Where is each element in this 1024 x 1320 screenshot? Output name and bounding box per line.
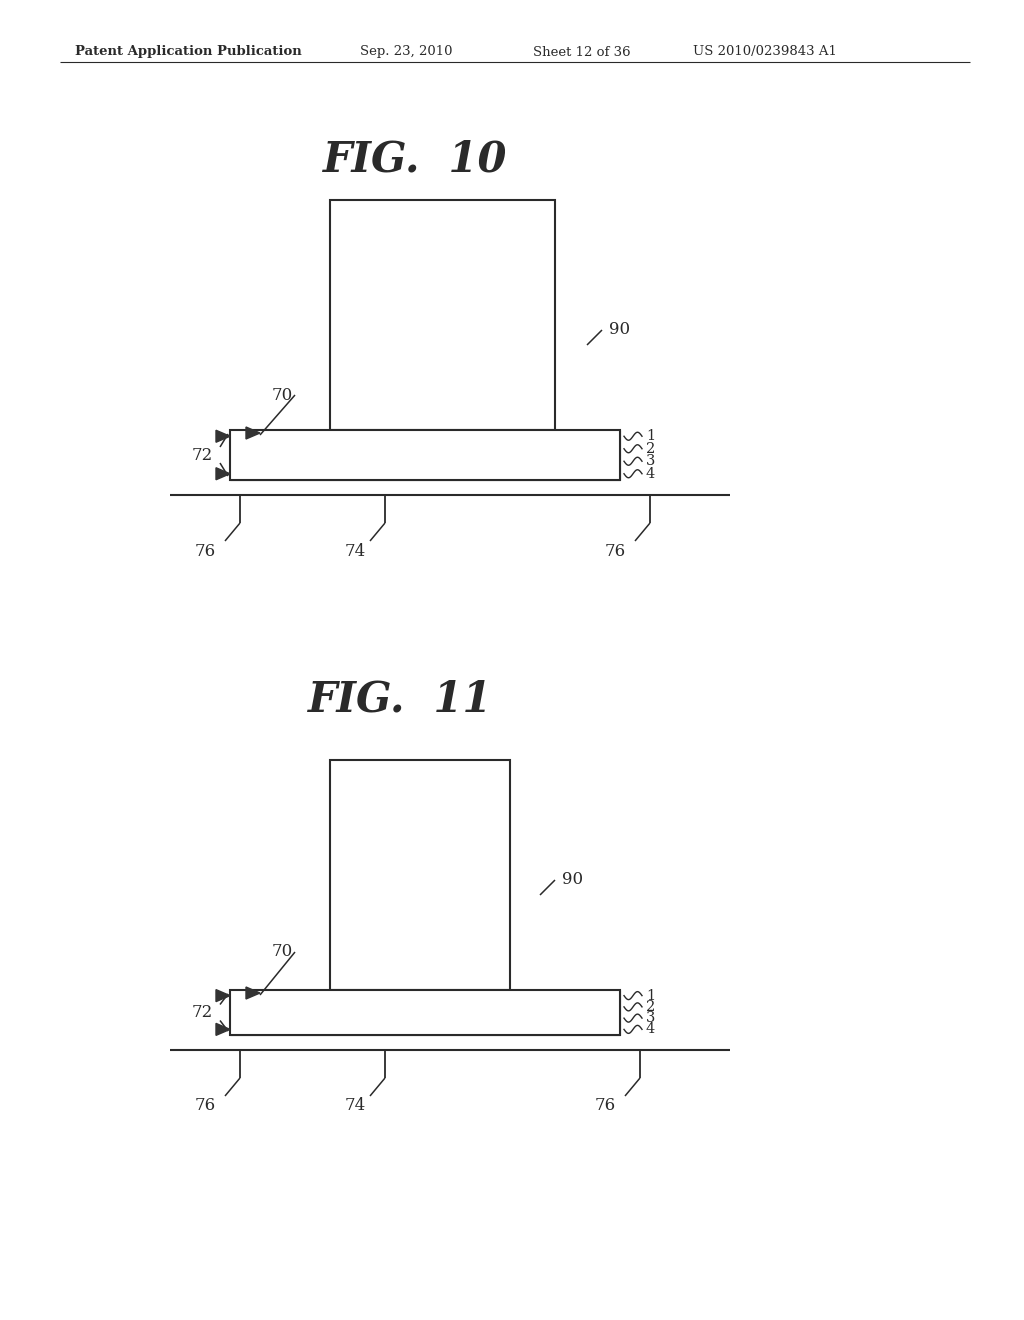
Text: 76: 76 bbox=[195, 1097, 216, 1114]
Text: 3: 3 bbox=[646, 1011, 655, 1026]
Bar bbox=[230, 467, 620, 480]
Text: 90: 90 bbox=[562, 871, 583, 888]
Text: 76: 76 bbox=[195, 543, 216, 560]
Bar bbox=[330, 201, 555, 430]
Text: 72: 72 bbox=[193, 446, 213, 463]
Bar bbox=[230, 990, 620, 1035]
Text: 72: 72 bbox=[193, 1005, 213, 1020]
Bar bbox=[230, 430, 620, 442]
Text: 76: 76 bbox=[595, 1097, 616, 1114]
Text: Patent Application Publication: Patent Application Publication bbox=[75, 45, 302, 58]
Bar bbox=[230, 990, 620, 1002]
Polygon shape bbox=[246, 426, 260, 440]
Bar bbox=[230, 455, 620, 467]
Text: Sep. 23, 2010: Sep. 23, 2010 bbox=[360, 45, 453, 58]
Polygon shape bbox=[246, 987, 260, 999]
Text: 4: 4 bbox=[646, 467, 655, 480]
Text: 3: 3 bbox=[646, 454, 655, 469]
Bar bbox=[230, 1024, 620, 1035]
Polygon shape bbox=[216, 990, 230, 1002]
Text: US 2010/0239843 A1: US 2010/0239843 A1 bbox=[693, 45, 837, 58]
Text: 1: 1 bbox=[646, 989, 655, 1003]
Text: 70: 70 bbox=[272, 944, 293, 961]
Text: 2: 2 bbox=[646, 999, 655, 1014]
Polygon shape bbox=[216, 1023, 230, 1035]
Bar bbox=[330, 760, 510, 990]
Bar bbox=[230, 430, 620, 480]
Polygon shape bbox=[216, 467, 230, 479]
Text: FIG.  10: FIG. 10 bbox=[323, 139, 507, 181]
Bar bbox=[230, 1002, 620, 1012]
Text: 74: 74 bbox=[345, 1097, 367, 1114]
Polygon shape bbox=[216, 430, 230, 442]
Text: 76: 76 bbox=[605, 543, 626, 560]
Text: Sheet 12 of 36: Sheet 12 of 36 bbox=[534, 45, 631, 58]
Text: FIG.  11: FIG. 11 bbox=[308, 678, 493, 721]
Text: 1: 1 bbox=[646, 429, 655, 444]
Text: 70: 70 bbox=[272, 387, 293, 404]
Text: 74: 74 bbox=[345, 543, 367, 560]
Bar bbox=[230, 1012, 620, 1024]
Text: 2: 2 bbox=[646, 442, 655, 455]
Text: 90: 90 bbox=[609, 322, 630, 338]
Text: 4: 4 bbox=[646, 1023, 655, 1036]
Bar bbox=[230, 442, 620, 455]
